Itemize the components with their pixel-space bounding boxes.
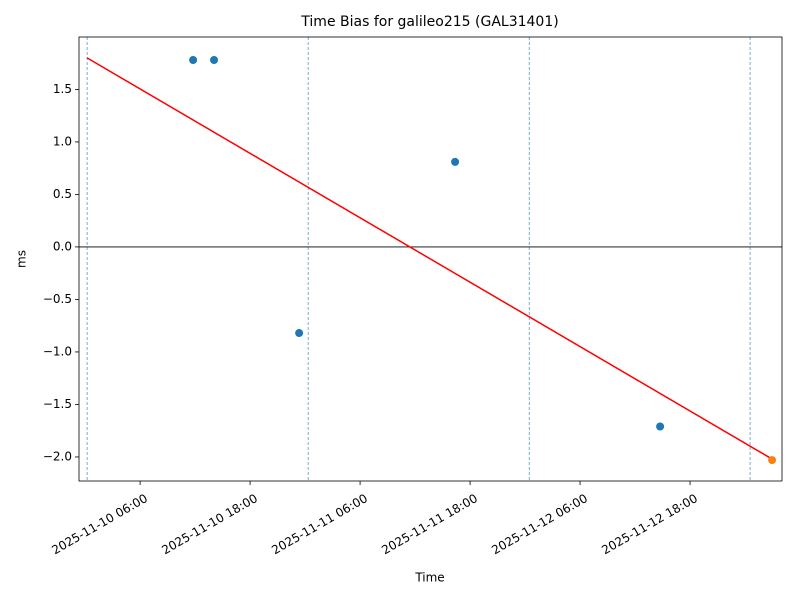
y-tick-label: 1.5: [53, 82, 72, 96]
y-tick-label: 0.0: [53, 239, 72, 253]
data-point: [656, 422, 665, 431]
data-point: [189, 55, 198, 64]
x-tick-label: 2025-11-11 06:00: [269, 491, 370, 557]
y-tick-label: −1.5: [43, 397, 72, 411]
x-tick-label: 2025-11-12 18:00: [599, 491, 700, 557]
y-tick-label: 1.0: [53, 134, 72, 148]
y-tick-label: −2.0: [43, 449, 72, 463]
plot-frame: [78, 36, 783, 482]
chart-title: Time Bias for galileo215 (GAL31401): [300, 14, 558, 30]
x-axis-label: Time: [414, 571, 444, 585]
trend-line: [86, 57, 773, 460]
x-tick-label: 2025-11-12 06:00: [489, 491, 590, 557]
data-point: [451, 157, 460, 166]
data-point: [768, 456, 777, 465]
x-tick-label: 2025-11-11 18:00: [379, 491, 480, 557]
y-axis-label: ms: [15, 250, 29, 268]
y-tick-label: −1.0: [43, 344, 72, 358]
x-tick-label: 2025-11-10 06:00: [49, 491, 150, 557]
y-tick-label: 0.5: [53, 187, 72, 201]
data-point: [210, 55, 219, 64]
data-point: [295, 329, 304, 338]
y-tick-label: −0.5: [43, 292, 72, 306]
x-tick-label: 2025-11-10 18:00: [159, 491, 260, 557]
